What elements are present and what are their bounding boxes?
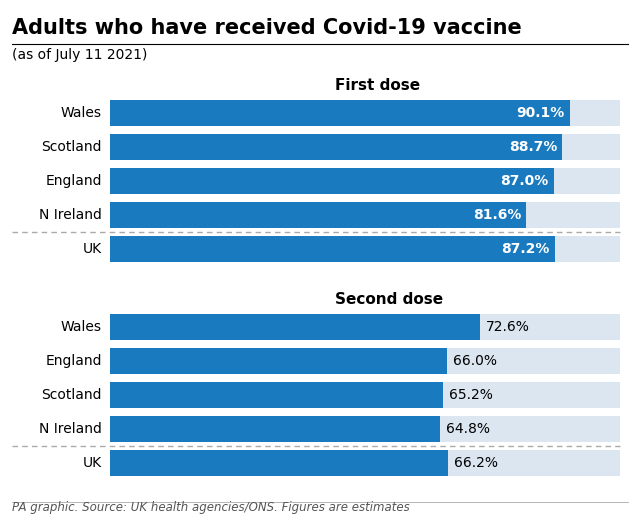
Text: Scotland: Scotland (42, 388, 102, 402)
Bar (110, 202, 620, 228)
Bar (110, 168, 620, 194)
Text: 72.6%: 72.6% (486, 320, 530, 334)
Text: 66.0%: 66.0% (452, 354, 497, 368)
Text: PA graphic. Source: UK health agencies/ONS. Figures are estimates: PA graphic. Source: UK health agencies/O… (12, 501, 410, 514)
Bar (110, 202, 526, 228)
Bar (110, 168, 554, 194)
Bar (110, 100, 620, 126)
Text: 81.6%: 81.6% (473, 208, 521, 222)
Bar (110, 134, 620, 160)
Bar (110, 236, 555, 262)
Bar (110, 416, 620, 442)
Text: 90.1%: 90.1% (516, 106, 564, 120)
Text: UK: UK (83, 456, 102, 470)
Bar (110, 348, 447, 374)
Bar (110, 382, 442, 408)
Text: Scotland: Scotland (42, 140, 102, 154)
Text: UK: UK (83, 242, 102, 256)
Text: N Ireland: N Ireland (39, 422, 102, 436)
Bar (110, 348, 620, 374)
Text: England: England (45, 174, 102, 188)
Text: 88.7%: 88.7% (509, 140, 557, 154)
Text: First dose: First dose (335, 78, 420, 93)
Text: Adults who have received Covid-19 vaccine: Adults who have received Covid-19 vaccin… (12, 18, 522, 38)
Bar (110, 236, 620, 262)
Text: 65.2%: 65.2% (449, 388, 492, 402)
Text: N Ireland: N Ireland (39, 208, 102, 222)
Bar (110, 382, 620, 408)
Text: 64.8%: 64.8% (447, 422, 490, 436)
Text: Second dose: Second dose (335, 292, 443, 307)
Text: (as of July 11 2021): (as of July 11 2021) (12, 48, 147, 62)
Bar (110, 100, 570, 126)
Text: 87.2%: 87.2% (501, 242, 550, 256)
Bar (110, 450, 447, 476)
Bar (110, 134, 563, 160)
Text: Wales: Wales (61, 106, 102, 120)
Text: 87.0%: 87.0% (500, 174, 548, 188)
Text: Wales: Wales (61, 320, 102, 334)
Bar (110, 450, 620, 476)
Text: 66.2%: 66.2% (454, 456, 498, 470)
Text: England: England (45, 354, 102, 368)
Bar (110, 314, 480, 340)
Bar (110, 314, 620, 340)
Bar (110, 416, 440, 442)
